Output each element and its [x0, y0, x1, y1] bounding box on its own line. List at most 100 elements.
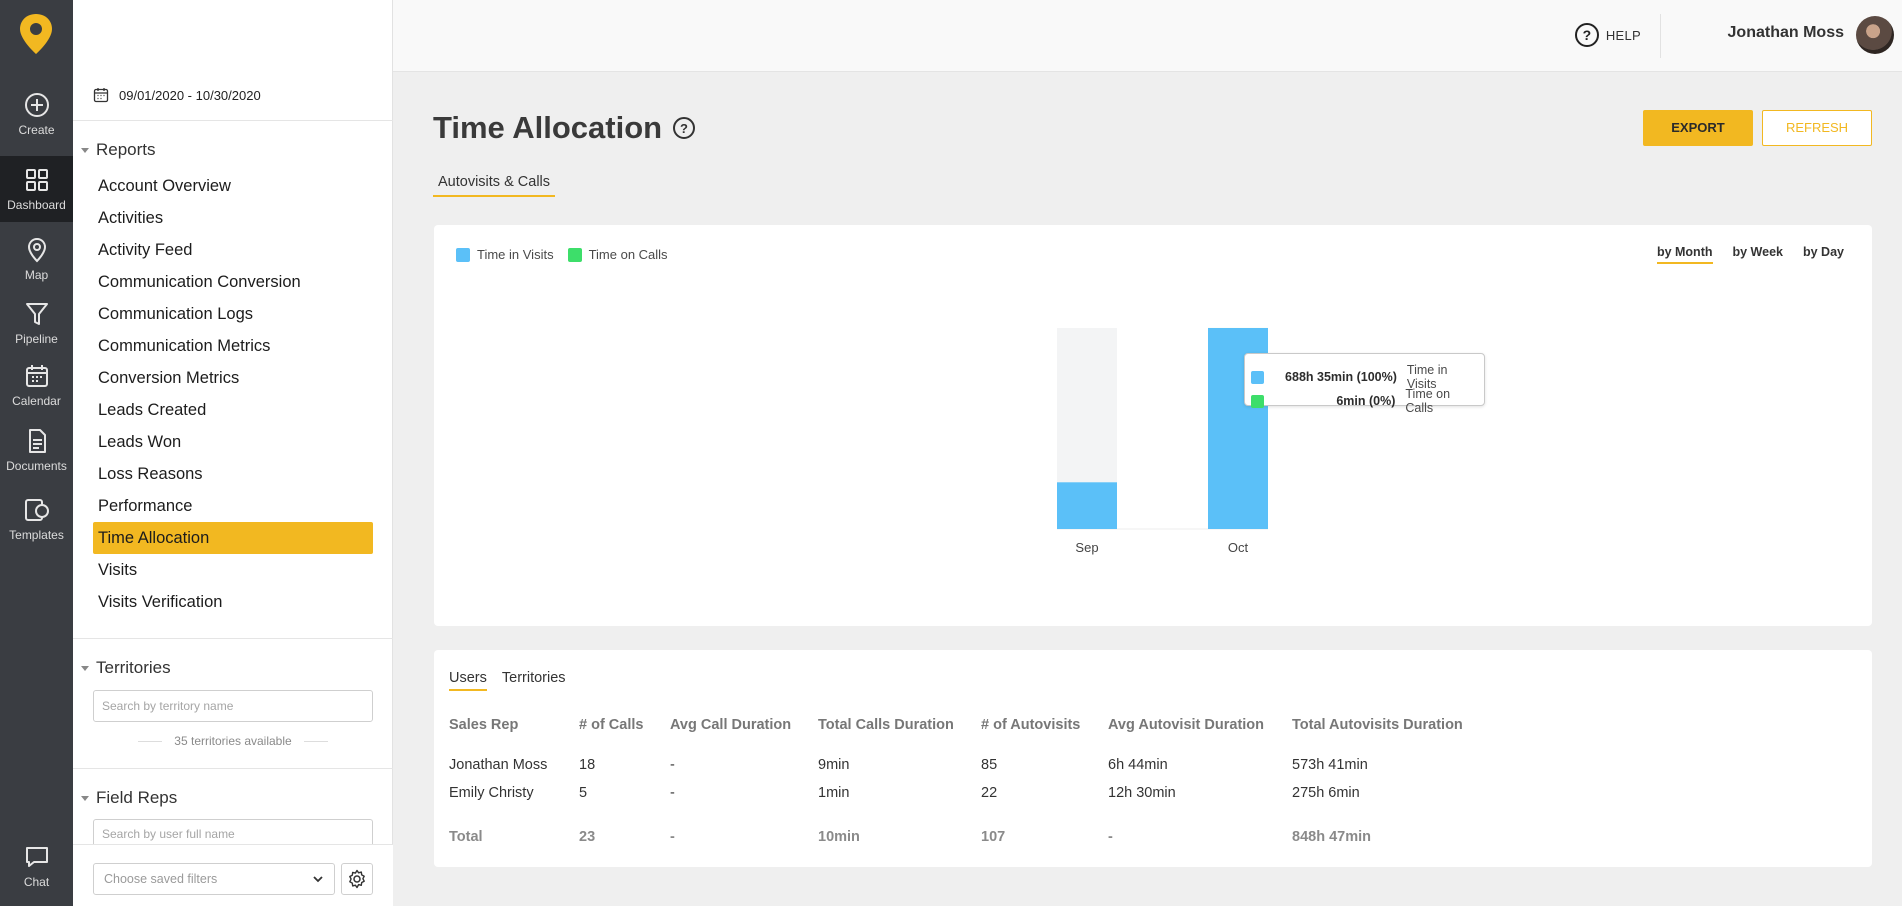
rail-pipeline[interactable]: Pipeline: [0, 290, 73, 356]
rail-map[interactable]: Map: [0, 226, 73, 292]
x-tick-label: Oct: [1228, 540, 1249, 555]
help-button[interactable]: ? HELP: [1574, 22, 1641, 48]
x-tick-label: Sep: [1075, 540, 1098, 555]
total-cell: 10min: [818, 829, 860, 845]
report-item[interactable]: Loss Reasons: [98, 465, 203, 483]
report-item[interactable]: Time Allocation: [93, 522, 373, 554]
table-total-row: Total 23 - 10min 107 - 848h 47min: [449, 808, 1492, 852]
territory-search-input[interactable]: [93, 690, 373, 722]
tooltip-row-calls: 6min (0%) Time on Calls: [1251, 387, 1479, 415]
date-range-picker[interactable]: 09/01/2020 - 10/30/2020: [93, 87, 261, 103]
tab-users[interactable]: Users: [449, 670, 487, 691]
bar-time-in-visits-sep[interactable]: [1057, 482, 1117, 529]
table-row: Jonathan Moss 18 - 9min 85 6h 44min 573h 41min: [449, 738, 1492, 778]
tab-territories[interactable]: Territories: [501, 670, 566, 686]
tab-autovisits-calls[interactable]: Autovisits & Calls: [433, 174, 556, 197]
table-cell: 6h 44min: [1108, 757, 1168, 773]
export-button[interactable]: EXPORT: [1643, 110, 1753, 146]
column-header[interactable]: Total Autovisits Duration: [1292, 717, 1463, 733]
report-item[interactable]: Leads Created: [98, 401, 207, 419]
territories-section-toggle[interactable]: Territories: [81, 658, 171, 678]
table-cell: 573h 41min: [1292, 757, 1368, 773]
refresh-button[interactable]: REFRESH: [1762, 110, 1872, 146]
reports-section-toggle[interactable]: Reports: [81, 140, 156, 160]
total-cell: 23: [579, 829, 596, 845]
rail-dashboard[interactable]: Dashboard: [0, 156, 73, 222]
report-item[interactable]: Communication Logs: [98, 305, 253, 323]
table-row: Emily Christy 5 - 1min 22 12h 30min 275h 6min: [449, 778, 1492, 808]
column-header[interactable]: # of Autovisits: [981, 717, 1081, 733]
funnel-icon: [25, 303, 48, 325]
column-header[interactable]: Sales Rep: [449, 717, 519, 733]
app-logo-icon[interactable]: [17, 12, 55, 56]
legend-item-visits[interactable]: Time in Visits: [456, 247, 554, 262]
table-header-row: Sales Rep # of Calls Avg Call Duration Tota…: [449, 712, 1492, 738]
rail-chat[interactable]: Chat: [0, 833, 73, 899]
granularity-switch: by Month by Week by Day: [1637, 245, 1844, 264]
report-item[interactable]: Leads Won: [98, 433, 182, 451]
section-title: Field Reps: [96, 788, 178, 807]
rail-documents[interactable]: Documents: [0, 417, 73, 483]
saved-filters-bar: Choose saved filters: [73, 844, 393, 906]
column-header[interactable]: Total Calls Duration: [818, 717, 954, 733]
help-circle-icon[interactable]: ?: [672, 116, 696, 140]
table-cell: -: [670, 757, 675, 773]
svg-text:?: ?: [1582, 27, 1591, 43]
report-item[interactable]: Performance: [98, 497, 193, 515]
table-cell: 5: [579, 785, 588, 801]
chart-card: Time in Visits Time on Calls by Month by…: [434, 225, 1872, 626]
legend-label: Time on Calls: [588, 247, 668, 262]
separator: [73, 768, 393, 769]
rail-calendar[interactable]: Calendar: [0, 352, 73, 418]
help-label: HELP: [1605, 27, 1641, 43]
total-cell: 107: [981, 829, 1006, 845]
rail-label: Calendar: [12, 394, 61, 408]
saved-filters-select[interactable]: Choose saved filters: [93, 863, 335, 895]
calendar-icon: [25, 365, 48, 387]
granularity-by-week[interactable]: by Week: [1732, 245, 1784, 259]
table-cell: 275h 6min: [1292, 785, 1360, 801]
column-header[interactable]: Avg Call Duration: [670, 717, 792, 733]
report-item[interactable]: Communication Conversion: [98, 273, 301, 291]
rail-templates[interactable]: Templates: [0, 486, 73, 552]
legend-swatch: [567, 247, 582, 262]
field-reps-section-toggle[interactable]: Field Reps: [81, 788, 177, 808]
column-header[interactable]: Avg Autovisit Duration: [1108, 717, 1265, 733]
report-item[interactable]: Account Overview: [98, 177, 231, 195]
tooltip-swatch: [1251, 370, 1264, 384]
tooltip-name: Time in Visits: [1406, 363, 1448, 391]
page-title: Time Allocation ?: [433, 110, 696, 146]
table-cell: 9min: [818, 757, 850, 773]
report-item[interactable]: Activity Feed: [98, 241, 193, 259]
column-header[interactable]: # of Calls: [579, 717, 644, 733]
granularity-by-day[interactable]: by Day: [1803, 245, 1844, 259]
rail-label: Map: [24, 268, 49, 282]
report-item[interactable]: Activities: [98, 209, 164, 227]
table-cell: -: [670, 785, 675, 801]
table-card: Users Territories Sales Rep # of Calls Avg…: [434, 650, 1872, 867]
tooltip-value: 6min (0%): [1336, 394, 1396, 408]
chart-legend: Time in Visits Time on Calls: [456, 247, 682, 262]
calendar-icon: [93, 88, 109, 103]
report-item[interactable]: Communication Metrics: [98, 337, 271, 355]
rail-label: Create: [18, 123, 55, 137]
field-rep-search-input[interactable]: [93, 819, 373, 847]
rail-label: Documents: [6, 459, 67, 473]
table-cell: 1min: [818, 785, 850, 801]
topbar-divider: [1660, 14, 1661, 58]
legend-item-calls[interactable]: Time on Calls: [567, 247, 668, 262]
report-item[interactable]: Conversion Metrics: [98, 369, 240, 387]
granularity-by-month[interactable]: by Month: [1656, 245, 1713, 264]
report-item[interactable]: Visits: [98, 561, 138, 579]
plus-circle-icon: [24, 93, 49, 117]
avatar[interactable]: [1856, 16, 1894, 54]
gear-icon: [349, 869, 365, 889]
time-allocation-table: Sales Rep # of Calls Avg Call Duration Tota…: [449, 712, 1492, 852]
table-cell: 12h 30min: [1108, 785, 1176, 801]
rail-create[interactable]: Create: [0, 81, 73, 147]
user-name[interactable]: Jonathan Moss: [1727, 24, 1844, 41]
report-item[interactable]: Visits Verification: [98, 593, 223, 611]
page-title-text: Time Allocation: [433, 110, 663, 145]
filter-settings-button[interactable]: [341, 863, 373, 895]
map-pin-icon: [27, 237, 46, 263]
